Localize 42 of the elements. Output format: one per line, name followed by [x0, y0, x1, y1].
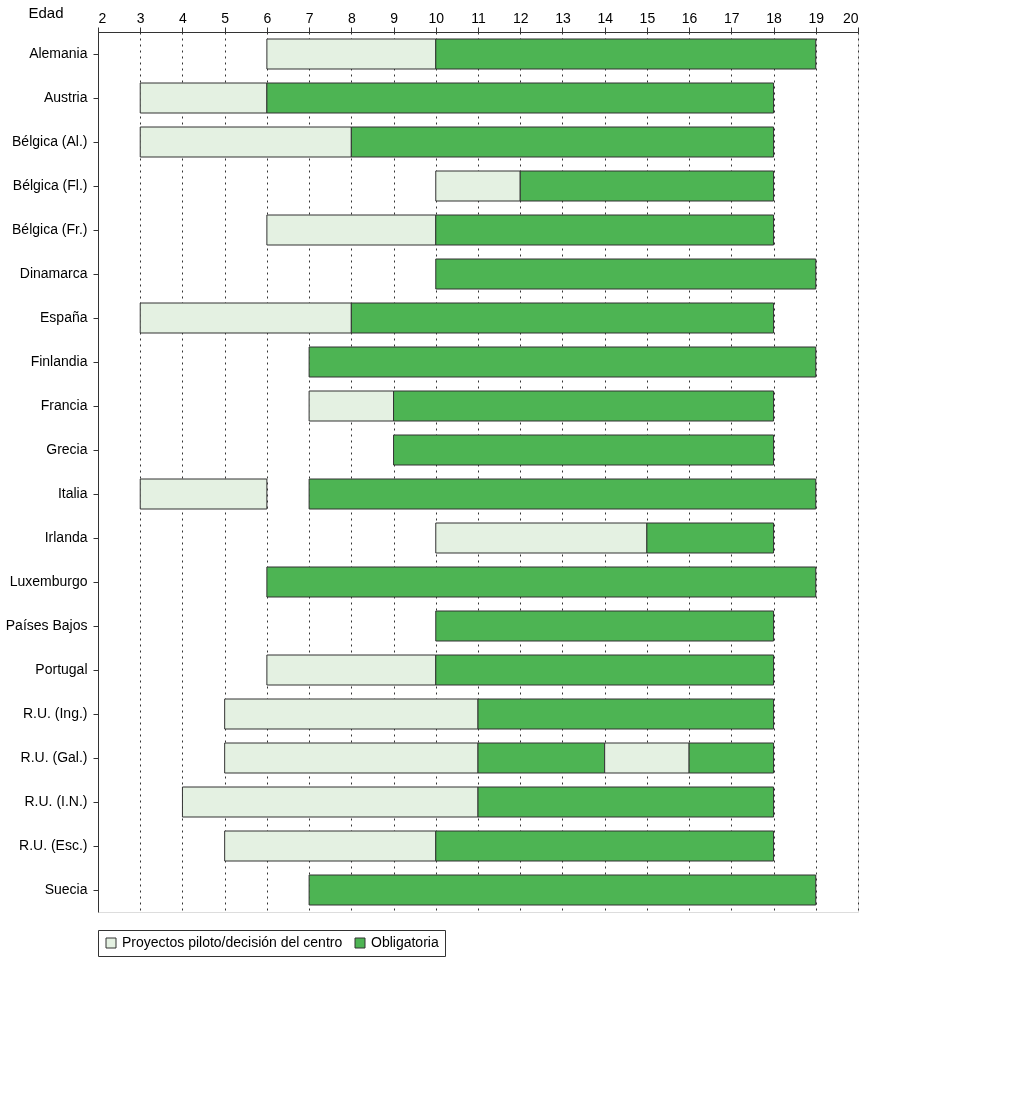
y-tick-label: Suecia — [44, 881, 88, 897]
y-tick-label: Luxemburgo — [9, 573, 88, 589]
y-tick-label: Portugal — [35, 661, 88, 677]
x-tick-label: 14 — [597, 9, 614, 26]
x-tick-label: 17 — [724, 9, 740, 26]
y-tick-label: Finlandia — [30, 353, 88, 369]
y-tick-label: Irlanda — [44, 529, 88, 545]
x-tick-label: 8 — [347, 9, 356, 26]
x-tick-label: 16 — [681, 9, 698, 26]
y-tick-label: Bélgica (Fr.) — [12, 221, 88, 237]
y-tick-label: R.U. (I.N.) — [24, 793, 88, 809]
x-tick-label: 13 — [555, 9, 571, 26]
y-tick-label: Austria — [43, 89, 88, 105]
x-tick-label: 10 — [428, 9, 445, 26]
y-tick-label: Grecia — [46, 441, 88, 457]
x-tick-label: 12 — [512, 9, 529, 26]
x-tick-label: 2 — [98, 9, 107, 26]
x-tick-label: 6 — [263, 9, 272, 26]
y-tick-label: Bélgica (Al.) — [12, 133, 88, 149]
x-tick-label: 5 — [221, 9, 230, 26]
x-tick-label: 11 — [471, 9, 486, 26]
y-tick-label: Alemania — [29, 45, 88, 61]
x-tick-label: 9 — [390, 9, 399, 26]
x-tick-label: 4 — [179, 9, 188, 26]
x-axis-title: Edad — [28, 3, 64, 21]
y-tick-label: R.U. (Esc.) — [19, 837, 88, 853]
x-tick-label: 18 — [766, 9, 783, 26]
y-tick-label: España — [40, 309, 88, 325]
y-tick-label: Italia — [57, 485, 88, 501]
legend-label: Proyectos piloto/decisión del centro — [122, 934, 343, 950]
x-tick-label: 7 — [305, 9, 314, 26]
y-tick-label: Francia — [40, 397, 88, 413]
x-tick-label: 3 — [136, 9, 145, 26]
y-tick-label: Países Bajos — [5, 617, 88, 633]
x-tick-label: 20 — [842, 9, 859, 26]
y-tick-label: Dinamarca — [19, 265, 88, 281]
y-tick-label: R.U. (Gal.) — [20, 749, 88, 765]
legend-label: Obligatoria — [371, 934, 439, 950]
x-tick-label: 19 — [808, 9, 825, 26]
y-tick-label: R.U. (Ing.) — [22, 705, 88, 721]
x-tick-label: 15 — [639, 9, 656, 26]
y-tick-label: Bélgica (Fl.) — [12, 177, 88, 193]
